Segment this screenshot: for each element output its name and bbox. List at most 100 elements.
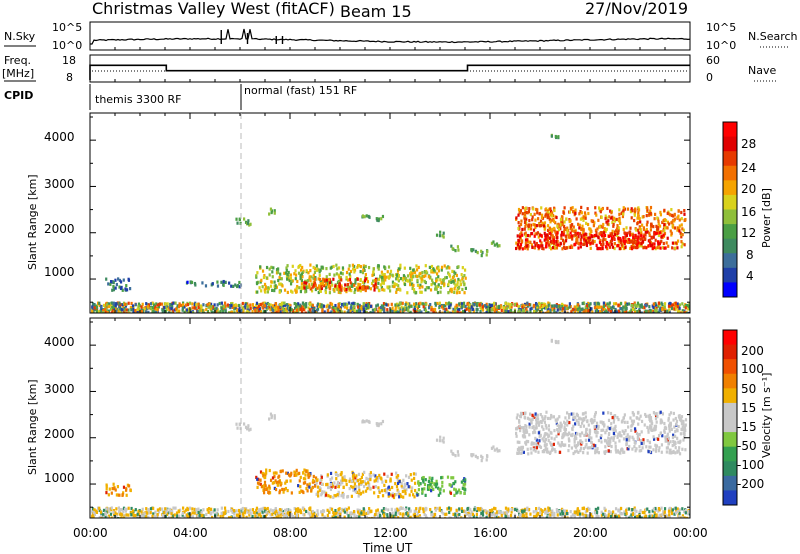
data-cell [359,264,362,269]
data-cell [474,507,478,511]
data-cell [365,512,368,516]
data-cell [308,275,311,279]
data-cell [213,311,216,313]
data-cell [490,303,493,308]
data-cell [549,212,552,216]
data-cell [609,306,612,310]
data-cell [182,506,185,510]
data-cell [605,309,608,313]
data-cell [450,290,453,294]
data-cell [540,512,543,517]
data-cell [345,275,348,280]
data-cell [337,302,340,307]
data-cell [386,285,389,289]
data-cell [130,301,133,306]
data-cell [598,206,601,210]
data-cell [479,309,482,313]
data-cell [389,477,392,481]
data-cell [630,245,633,249]
data-cell [105,507,108,511]
data-cell [627,507,631,511]
data-cell [409,473,412,477]
data-cell [525,307,528,311]
data-cell [462,280,465,284]
data-cell [202,311,205,313]
data-cell [406,291,409,295]
data-cell [514,302,517,306]
data-cell [405,307,408,311]
data-cell [323,310,326,313]
data-cell [648,515,651,518]
data-cell [485,511,489,515]
data-cell [190,310,193,313]
data-cell [519,209,522,213]
data-cell [302,481,306,485]
data-cell [127,277,130,281]
data-cell [269,284,273,288]
data-cell [532,303,536,308]
data-cell [337,485,341,489]
data-cell [317,277,320,281]
data-cell [277,309,280,313]
data-cell [334,508,337,513]
data-cell [529,307,532,311]
data-cell [632,245,635,250]
data-cell [662,233,665,237]
data-cell [315,311,318,313]
data-cell [674,306,677,310]
data-cell [540,302,543,306]
data-cell [388,285,391,289]
data-cell [331,515,334,518]
data-cell [660,235,663,239]
data-cell [256,306,259,310]
data-cell [599,238,602,242]
data-cell [456,511,459,515]
data-cell [377,475,380,480]
data-cell [657,230,661,234]
data-cell [91,507,95,511]
data-cell [608,215,611,219]
data-cell [303,481,307,485]
data-cell [535,510,538,514]
data-cell [97,310,100,313]
data-cell [456,306,459,310]
data-cell [565,304,568,308]
data-cell [377,495,380,499]
data-cell [339,287,342,292]
data-cell [124,302,127,306]
data-cell [354,490,357,494]
data-cell [464,509,467,513]
data-cell [308,308,311,312]
data-cell [636,228,640,232]
data-cell [417,483,421,487]
data-cell [478,508,481,512]
data-cell [307,310,310,313]
data-cell [136,307,139,311]
data-cell [654,247,657,251]
colorbar-segment [723,282,737,298]
data-cell [352,301,355,305]
data-cell [634,303,637,307]
data-cell [149,507,153,511]
data-cell [393,493,397,497]
data-cell [668,506,672,511]
data-cell [456,310,460,313]
data-cell [303,283,306,287]
data-cell [415,507,418,511]
data-cell [639,237,642,241]
data-cell [156,303,159,307]
noise-right-tick-top: 10^5 [706,21,736,34]
data-cell [615,515,618,518]
data-cell [419,271,422,275]
data-cell [409,310,412,313]
data-cell [606,302,609,306]
data-cell [337,509,340,513]
data-cell [605,220,608,224]
data-cell [293,511,297,515]
data-cell [534,218,537,222]
data-cell [405,278,408,282]
data-cell [282,490,285,494]
data-cell [389,493,392,497]
data-cell [526,301,529,305]
data-cell [414,291,417,295]
